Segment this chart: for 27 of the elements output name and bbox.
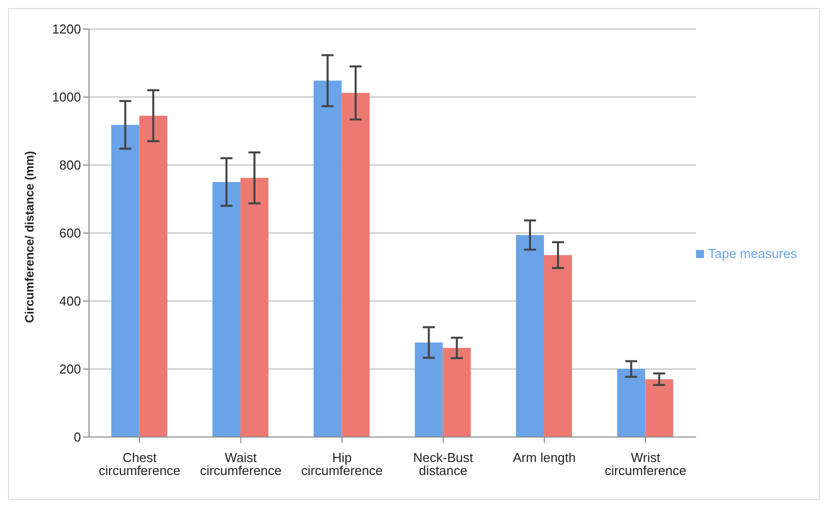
y-tick-label: 400 [59, 294, 81, 309]
legend-label: Tape measures [708, 246, 797, 260]
y-tick-label: 1200 [52, 22, 81, 37]
bar [139, 116, 168, 437]
bar [314, 80, 342, 437]
bar [442, 348, 471, 437]
bar [240, 178, 268, 437]
bar [111, 124, 140, 437]
y-tick-label: 800 [59, 158, 81, 173]
bar [342, 92, 370, 437]
y-tick-label: 600 [59, 226, 81, 241]
x-tick-label: Neck-Bust distance [413, 450, 474, 478]
y-axis-title: Circumference/ distance (mm) [22, 150, 36, 323]
y-tick-label: 200 [59, 362, 81, 377]
bar [516, 235, 544, 437]
bar [212, 182, 240, 437]
x-tick-label: Arm length [512, 450, 576, 466]
x-tick-label: Hip circumference [301, 450, 383, 478]
x-tick-label: Waist circumference [200, 450, 282, 478]
bar [617, 369, 646, 437]
x-tick-label: Wrist circumference [604, 450, 686, 478]
bar [544, 255, 572, 437]
y-tick-label: 0 [74, 430, 81, 445]
x-tick-label: Chest circumference [98, 450, 180, 478]
bar [645, 379, 674, 437]
bar [414, 342, 443, 437]
y-tick-label: 1000 [52, 90, 81, 105]
